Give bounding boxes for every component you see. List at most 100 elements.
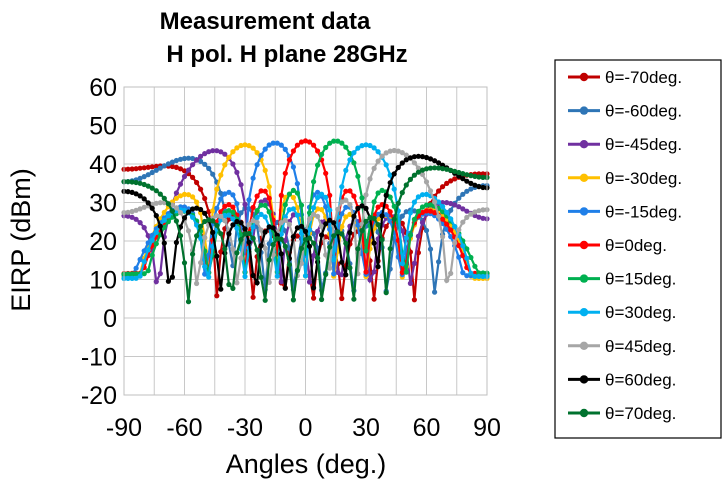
data-point	[355, 205, 361, 211]
legend-marker	[579, 207, 589, 216]
data-point	[153, 241, 159, 247]
data-point	[141, 181, 147, 188]
data-point	[242, 273, 248, 280]
data-point	[472, 209, 478, 215]
data-point	[157, 191, 163, 197]
data-point	[129, 208, 135, 215]
data-point	[141, 204, 147, 210]
data-point	[407, 210, 413, 216]
data-point	[315, 255, 321, 261]
data-point	[347, 157, 353, 163]
data-point	[311, 253, 317, 259]
data-point	[290, 148, 296, 154]
data-point	[355, 173, 361, 179]
data-point	[415, 153, 421, 159]
y-tick-label: 40	[89, 151, 117, 179]
data-point	[335, 229, 341, 235]
data-point	[335, 269, 341, 275]
data-point	[448, 227, 454, 233]
data-point	[387, 148, 393, 154]
data-point	[315, 228, 321, 234]
data-point	[173, 218, 179, 224]
data-point	[153, 188, 159, 194]
data-point	[141, 196, 147, 202]
data-point	[363, 192, 369, 198]
data-point	[472, 273, 478, 279]
data-point	[419, 204, 426, 210]
data-point	[480, 171, 486, 177]
data-point	[440, 166, 446, 172]
data-point	[282, 285, 288, 291]
data-point	[190, 162, 196, 168]
x-tick-label: -90	[106, 414, 142, 442]
data-point	[383, 290, 389, 296]
data-point	[198, 223, 204, 229]
data-point	[375, 211, 381, 217]
data-point	[355, 222, 361, 228]
data-point	[460, 191, 466, 197]
legend-marker	[579, 140, 589, 149]
data-point	[181, 207, 188, 214]
x-tick-label: 90	[473, 414, 501, 442]
data-point	[411, 160, 417, 166]
data-point	[202, 151, 208, 157]
data-point	[202, 210, 208, 216]
data-point	[432, 165, 438, 171]
data-point	[222, 191, 228, 197]
data-point	[258, 188, 264, 194]
data-point	[286, 157, 292, 163]
data-point	[460, 206, 466, 212]
data-point	[153, 279, 159, 285]
data-point	[298, 202, 305, 208]
legend-item: θ=-15deg.	[568, 202, 682, 221]
data-point	[214, 213, 220, 219]
data-point	[250, 145, 256, 151]
data-point	[294, 233, 300, 239]
data-point	[129, 271, 135, 277]
data-point	[419, 154, 426, 160]
data-point	[190, 174, 196, 180]
data-point	[448, 207, 454, 213]
data-point	[274, 236, 280, 242]
data-point	[250, 204, 256, 211]
data-point	[468, 211, 474, 217]
data-point	[194, 157, 200, 163]
data-point	[242, 142, 248, 148]
data-point	[153, 213, 159, 219]
data-point	[270, 242, 276, 248]
data-point	[173, 164, 179, 170]
data-point	[169, 159, 175, 165]
data-point	[323, 271, 329, 277]
legend-marker	[579, 341, 589, 350]
data-point	[375, 264, 381, 270]
data-point	[206, 209, 212, 215]
legend-label: θ=0deg.	[605, 236, 667, 255]
data-point	[419, 167, 426, 173]
data-point	[161, 217, 167, 223]
data-point	[218, 190, 224, 196]
data-point	[456, 227, 462, 233]
data-point	[262, 297, 268, 303]
data-point	[436, 213, 442, 219]
data-point	[315, 213, 321, 219]
data-point	[282, 217, 288, 223]
data-point	[411, 216, 417, 222]
data-point	[432, 289, 438, 295]
data-point	[262, 167, 268, 173]
data-point	[222, 218, 228, 224]
data-point	[141, 225, 147, 231]
data-point	[214, 186, 220, 192]
data-point	[319, 223, 325, 229]
data-point	[278, 231, 284, 237]
data-point	[226, 189, 232, 195]
data-point	[218, 249, 224, 255]
data-point	[298, 223, 305, 229]
data-point	[262, 146, 268, 152]
data-point	[173, 190, 179, 196]
data-point	[375, 190, 381, 196]
data-point	[452, 240, 458, 246]
data-point	[383, 162, 389, 168]
data-point	[327, 207, 333, 213]
data-point	[339, 259, 345, 265]
data-point	[206, 149, 212, 155]
